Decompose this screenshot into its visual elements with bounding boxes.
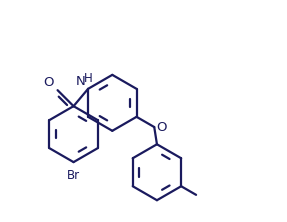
Text: O: O xyxy=(156,121,167,134)
Text: H: H xyxy=(84,72,92,85)
Text: N: N xyxy=(76,75,86,88)
Text: O: O xyxy=(43,76,54,89)
Text: Br: Br xyxy=(67,169,80,182)
